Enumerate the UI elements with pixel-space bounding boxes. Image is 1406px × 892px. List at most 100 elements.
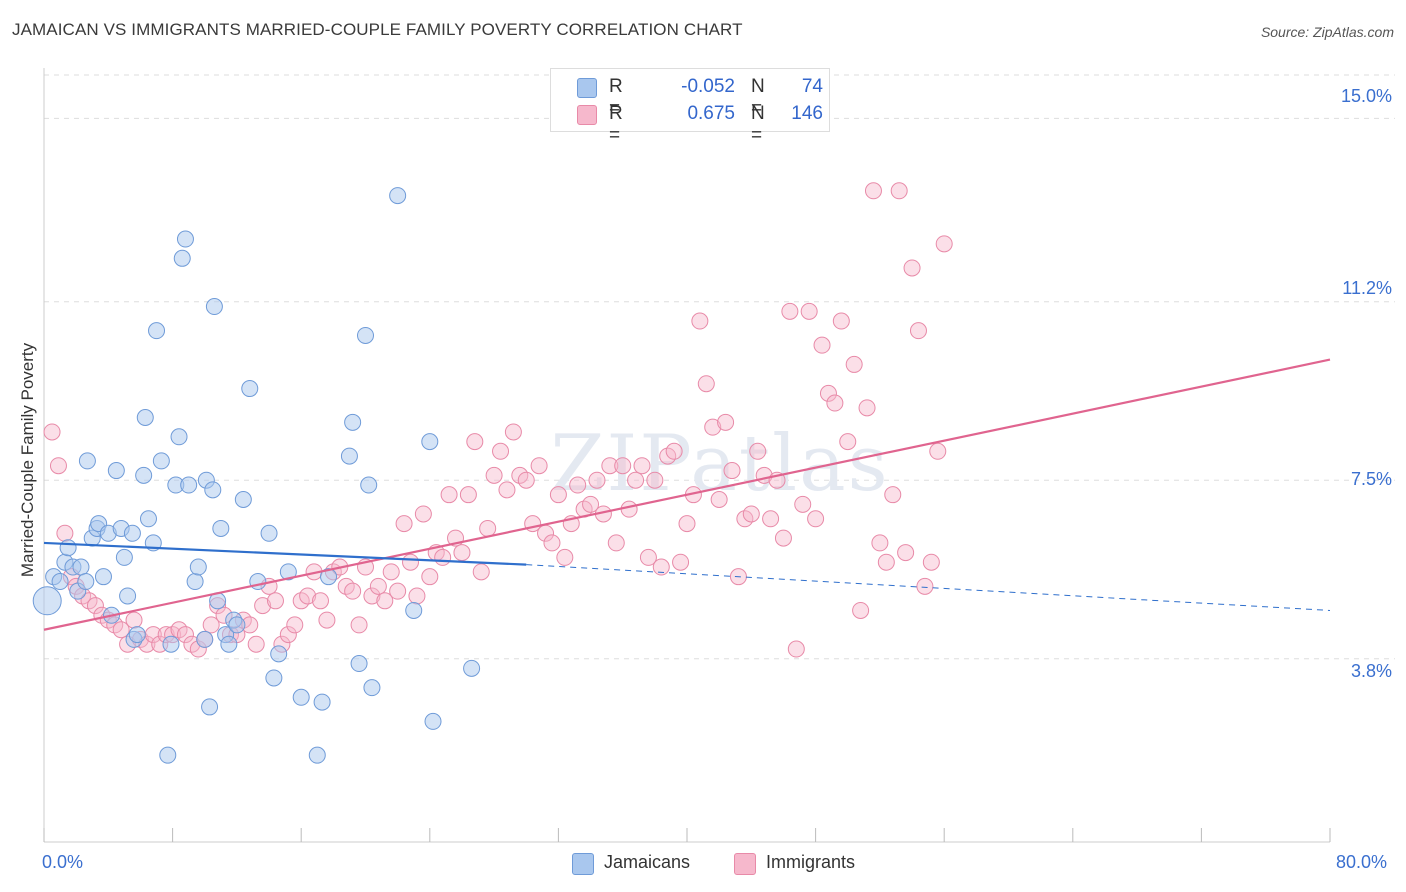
immigrants-point (646, 471, 664, 489)
immigrants-point (247, 635, 265, 653)
x-tick-label-min: 0.0% (42, 852, 84, 872)
y-axis-label: Married-Couple Family Poverty (18, 342, 37, 578)
jamaicans-point (148, 322, 166, 340)
immigrants-point (639, 548, 657, 566)
immigrants-point (176, 626, 194, 644)
immigrants-point (614, 457, 632, 475)
immigrants-point (588, 471, 606, 489)
immigrants-point (787, 640, 805, 658)
immigrants-point (652, 558, 670, 576)
jamaicans-point (212, 519, 230, 537)
immigrants-point (742, 505, 760, 523)
immigrants-point (704, 418, 722, 436)
immigrants-point (884, 486, 902, 504)
immigrants-point (56, 524, 74, 542)
source-note: Source: ZipAtlas.com (1260, 24, 1394, 40)
immigrants-point (408, 587, 426, 605)
x-tick-label-max: 80.0% (1336, 852, 1388, 872)
immigrants-point (466, 433, 484, 451)
immigrants-point (344, 582, 362, 600)
jamaicans-point (405, 601, 423, 619)
jamaicans-point (72, 558, 90, 576)
immigrants-point (620, 500, 638, 518)
jamaicans-point (204, 481, 222, 499)
stats-legend: R = -0.052 N = 74 R = 0.675 N = 146 (550, 68, 830, 146)
immigrants-point (710, 491, 728, 509)
immigrants-point (440, 486, 458, 504)
immigrants-point (691, 312, 709, 330)
immigrants-point (498, 481, 516, 499)
immigrants-point (672, 553, 690, 571)
legend-r-label: R = (609, 76, 623, 119)
immigrants-point (916, 577, 934, 595)
jamaicans-point (94, 568, 112, 586)
jamaicans-point (234, 491, 252, 509)
immigrants-point (299, 587, 317, 605)
y-tick-label-3: 3.8% (1350, 661, 1392, 681)
immigrants-point (627, 471, 645, 489)
jamaicans-point (51, 573, 69, 591)
y-tick-label-15: 15.0% (1340, 86, 1392, 106)
jamaicans-point (186, 573, 204, 591)
immigrants-point (697, 375, 715, 393)
jamaicans-point (77, 573, 95, 591)
jamaicans-point (344, 413, 362, 431)
immigrants-point (717, 413, 735, 431)
chart-title: JAMAICAN VS IMMIGRANTS MARRIED-COUPLE FA… (12, 20, 743, 39)
jamaicans-point (260, 524, 278, 542)
immigrants-point (112, 621, 130, 639)
jamaicans-trend-extension (526, 564, 1331, 611)
jamaicans-point (170, 428, 188, 446)
immigrants-point (350, 616, 368, 634)
immigrants-points (43, 182, 953, 658)
immigrants-point (781, 302, 799, 320)
immigrants-point (485, 466, 503, 484)
immigrants-point (903, 259, 921, 277)
jamaicans-point (320, 568, 338, 586)
immigrants-point (504, 423, 522, 441)
immigrants-point (665, 442, 683, 460)
immigrants-point (279, 626, 297, 644)
jamaicans-point (308, 746, 326, 764)
immigrants-point (819, 384, 837, 402)
immigrants-point (472, 563, 490, 581)
immigrants-point (633, 457, 651, 475)
jamaicans-point (340, 447, 358, 465)
bottom-legend-swatch-jamaicans (572, 853, 594, 875)
jamaicans-point (279, 563, 297, 581)
jamaicans-points (32, 187, 481, 764)
immigrants-point (678, 515, 696, 533)
legend-r-value: 0.675 (687, 103, 735, 124)
jamaicans-point (424, 712, 442, 730)
jamaicans-point (135, 466, 153, 484)
jamaicans-point (173, 249, 191, 267)
legend-n-value: 146 (791, 103, 823, 124)
bottom-legend-label: Immigrants (766, 852, 856, 872)
jamaicans-point (270, 645, 288, 663)
immigrants-point (530, 457, 548, 475)
immigrants-point (774, 529, 792, 547)
jamaicans-point (78, 452, 96, 470)
jamaicans-trend-line (43, 541, 527, 566)
jamaicans-point (350, 655, 368, 673)
jamaicans-point (115, 548, 133, 566)
jamaicans-point (313, 693, 331, 711)
immigrants-point (86, 597, 104, 615)
immigrants-point (453, 544, 471, 562)
immigrants-point (601, 457, 619, 475)
jamaicans-point (363, 679, 381, 697)
immigrants-point (852, 601, 870, 619)
immigrants-point (376, 592, 394, 610)
immigrants-point (909, 322, 927, 340)
y-tick-label-11: 11.2% (1342, 278, 1392, 298)
immigrants-point (543, 534, 561, 552)
jamaicans-point (136, 408, 154, 426)
immigrants-point (762, 510, 780, 528)
immigrants-point (389, 582, 407, 600)
y-tick-label-7: 7.5% (1350, 469, 1392, 489)
immigrants-point (517, 471, 535, 489)
jamaicans-point (205, 298, 223, 316)
legend-n-label: N = (751, 76, 765, 119)
immigrants-point (877, 553, 895, 571)
